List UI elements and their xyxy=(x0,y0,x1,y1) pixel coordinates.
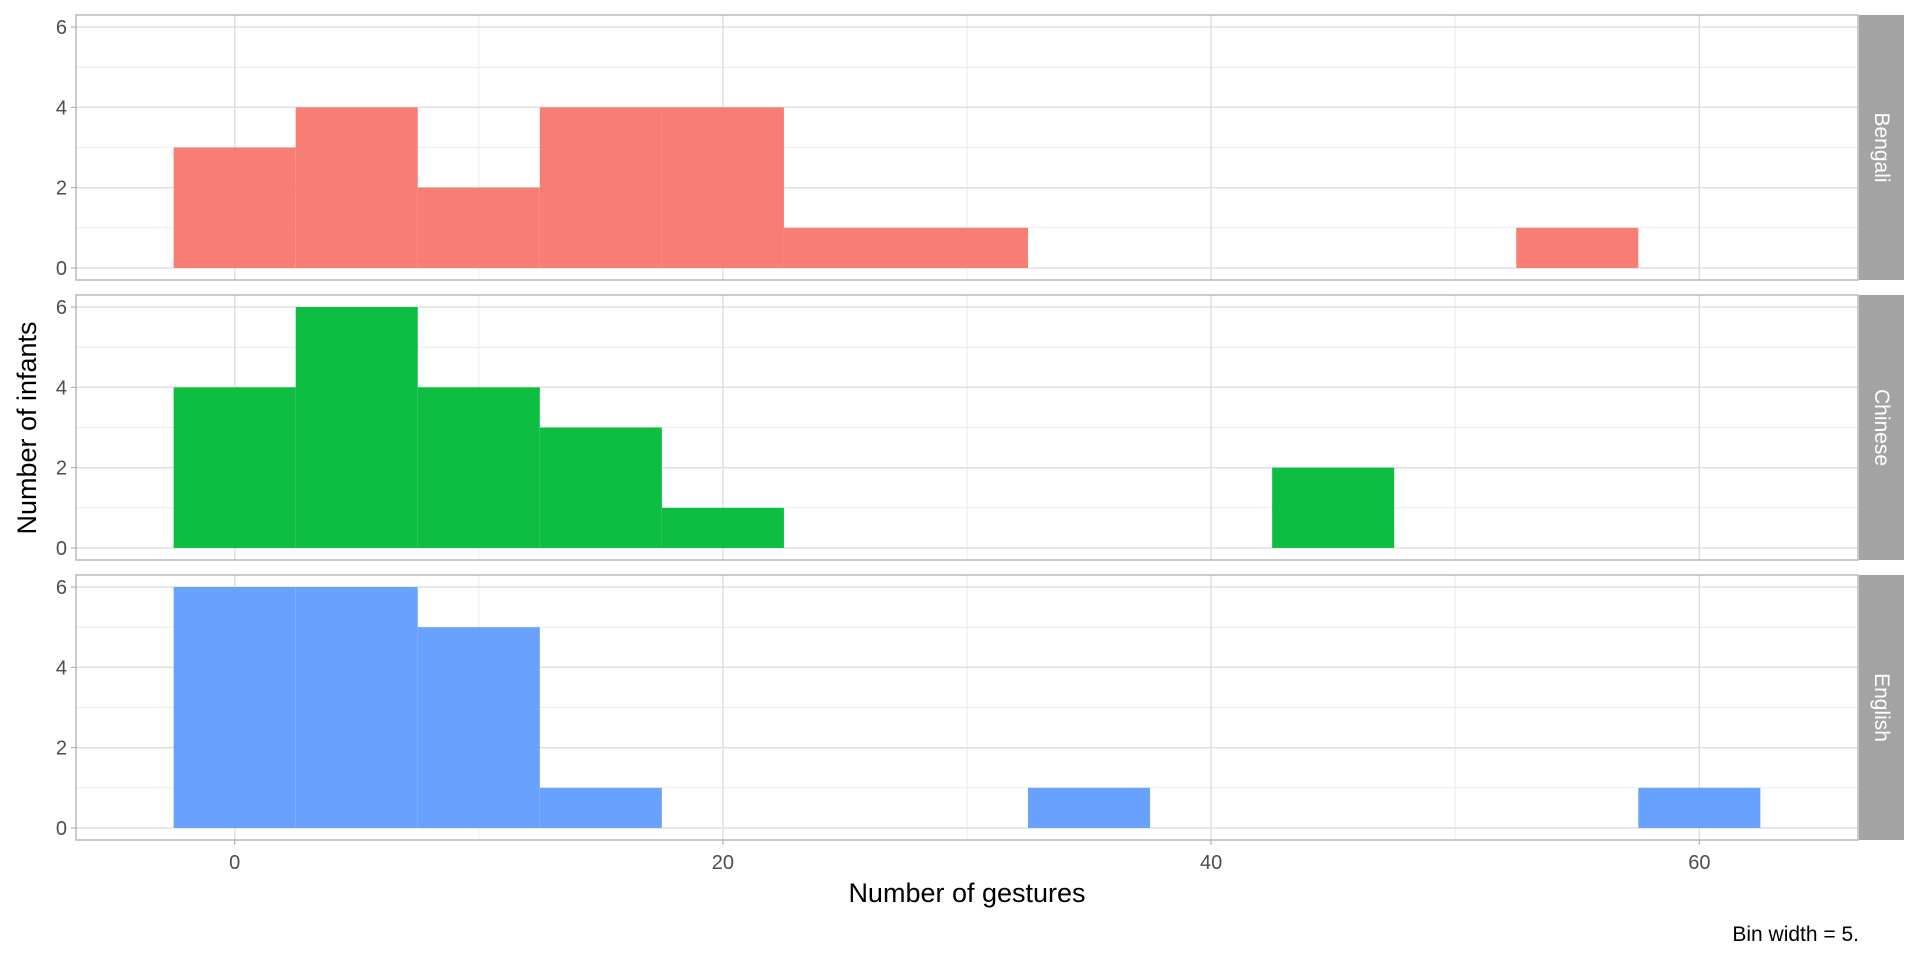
facet-panel-english: 0 2 4 6 English xyxy=(56,574,1904,841)
x-tick-label: 40 xyxy=(1200,852,1222,874)
facet-panels: 0 2 4 6 Bengali 0 2 4 6 Chinese 0 2 4 6 English xyxy=(56,14,1904,841)
y-tick-label: 2 xyxy=(56,738,67,760)
y-tick-label: 4 xyxy=(56,97,67,119)
histogram-bar xyxy=(1638,787,1761,828)
histogram-bar xyxy=(1028,787,1151,828)
x-axis-title: Number of gestures xyxy=(848,878,1085,908)
histogram-bar xyxy=(295,587,418,828)
strip-label: Bengali xyxy=(1870,112,1893,182)
panel-border xyxy=(75,14,1859,281)
histogram-bar xyxy=(905,227,1029,268)
histogram-bar xyxy=(539,787,662,828)
panel-border xyxy=(75,574,1859,841)
y-tick-label: 2 xyxy=(56,458,67,480)
y-axis-title: Number of infants xyxy=(12,321,42,534)
panel-border xyxy=(75,294,1859,561)
x-tick-label: 20 xyxy=(712,852,734,874)
facet-panel-chinese: 0 2 4 6 Chinese xyxy=(56,294,1904,561)
histogram-bar xyxy=(173,387,296,548)
y-tick-label: 4 xyxy=(56,377,67,399)
facet-strip-chinese: Chinese xyxy=(1859,295,1904,560)
x-tick-label: 60 xyxy=(1688,852,1710,874)
strip-label: English xyxy=(1870,673,1893,742)
y-tick-label: 0 xyxy=(56,258,67,280)
y-tick-label: 6 xyxy=(56,577,67,599)
histogram-bar xyxy=(417,627,540,828)
y-tick-label: 0 xyxy=(56,538,67,560)
histogram-bar xyxy=(783,227,906,268)
y-tick-label: 2 xyxy=(56,178,67,200)
x-axis: 0 20 40 60 xyxy=(229,840,1710,874)
y-tick-label: 4 xyxy=(56,657,67,679)
histogram-bar xyxy=(295,307,418,548)
facet-strip-bengali: Bengali xyxy=(1859,15,1904,280)
histogram-bar xyxy=(661,107,784,268)
chart-caption: Bin width = 5. xyxy=(1732,923,1859,946)
histogram-bar xyxy=(539,107,662,268)
facet-strip-english: English xyxy=(1859,575,1904,840)
y-tick-label: 0 xyxy=(56,818,67,840)
histogram-bar xyxy=(173,587,296,828)
histogram-bar xyxy=(661,507,784,548)
histogram-bar xyxy=(417,387,540,548)
histogram-bar xyxy=(1272,467,1395,548)
histogram-bar xyxy=(417,187,540,268)
histogram-bar xyxy=(1516,227,1639,268)
facet-panel-bengali: 0 2 4 6 Bengali xyxy=(56,14,1904,281)
histogram-bar xyxy=(539,427,662,548)
strip-background xyxy=(1859,15,1904,280)
strip-label: Chinese xyxy=(1870,389,1893,466)
strip-background xyxy=(1859,295,1904,560)
strip-background xyxy=(1859,575,1904,840)
histogram-bar xyxy=(295,107,418,268)
x-tick-label: 0 xyxy=(229,852,240,874)
y-tick-label: 6 xyxy=(56,17,67,39)
y-tick-label: 6 xyxy=(56,297,67,319)
histogram-bar xyxy=(173,147,296,268)
